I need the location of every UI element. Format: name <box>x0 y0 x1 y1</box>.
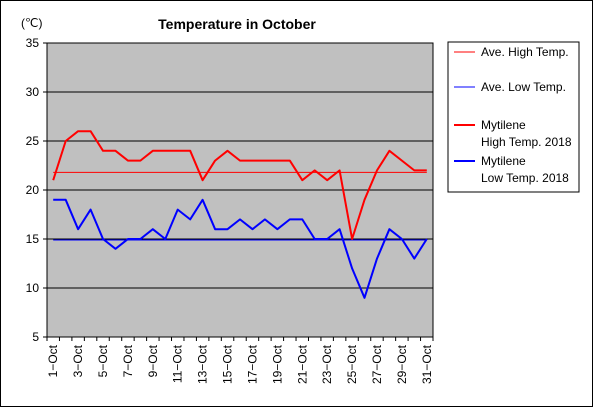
x-axis-ticks: 1−Oct 3−Oct 5−Oct 7−Oct 9−Oct 11−Oct 13−Oct 15−… <box>46 337 434 384</box>
x-tick-label: 21−Oct <box>295 344 309 384</box>
x-tick-label: 11−Oct <box>171 344 185 383</box>
legend-label-2: Mytilene <box>481 118 526 132</box>
x-tick-label: 25−Oct <box>345 344 359 384</box>
y-axis-ticks: 5 10 15 20 25 30 35 <box>26 36 47 344</box>
x-tick-label: 29−Oct <box>395 344 409 384</box>
x-tick-label: 27−Oct <box>370 344 384 384</box>
legend-label-0: Ave. High Temp. <box>481 45 569 59</box>
legend-label-1: Ave. Low Temp. <box>481 80 566 94</box>
x-tick-label: 13−Oct <box>196 344 210 384</box>
x-tick-label: 23−Oct <box>320 344 334 384</box>
x-tick-label: 1−Oct <box>46 344 60 377</box>
y-tick-label: 5 <box>32 330 39 344</box>
series-line-3 <box>53 198 428 299</box>
x-tick-label: 19−Oct <box>270 344 284 384</box>
x-tick-label: 17−Oct <box>245 344 259 384</box>
legend <box>447 41 580 193</box>
y-tick-label: 15 <box>26 232 40 246</box>
x-tick-label: 5−Oct <box>96 344 110 377</box>
x-tick-label: 3−Oct <box>71 344 85 377</box>
y-tick-label: 30 <box>26 85 40 99</box>
y-tick-label: 20 <box>26 183 40 197</box>
unit-label: (℃) <box>21 16 42 30</box>
series-lines <box>52 130 428 299</box>
legend-items: Ave. High Temp. Ave. Low Temp. Mytilene Hig… <box>454 45 572 185</box>
legend-label-2: High Temp. 2018 <box>481 135 572 149</box>
legend-label-3: Mytilene <box>481 154 526 168</box>
y-tick-label: 25 <box>26 134 40 148</box>
chart-title: Temperature in October <box>158 16 316 32</box>
legend-label-3: Low Temp. 2018 <box>481 171 569 185</box>
series-line-2 <box>52 130 427 240</box>
y-tick-label: 10 <box>26 281 40 295</box>
x-tick-label: 31−Oct <box>420 344 434 384</box>
x-tick-label: 15−Oct <box>221 344 235 384</box>
x-tick-label: 7−Oct <box>121 344 135 377</box>
x-tick-label: 9−Oct <box>146 344 160 377</box>
y-tick-label: 35 <box>26 36 40 50</box>
